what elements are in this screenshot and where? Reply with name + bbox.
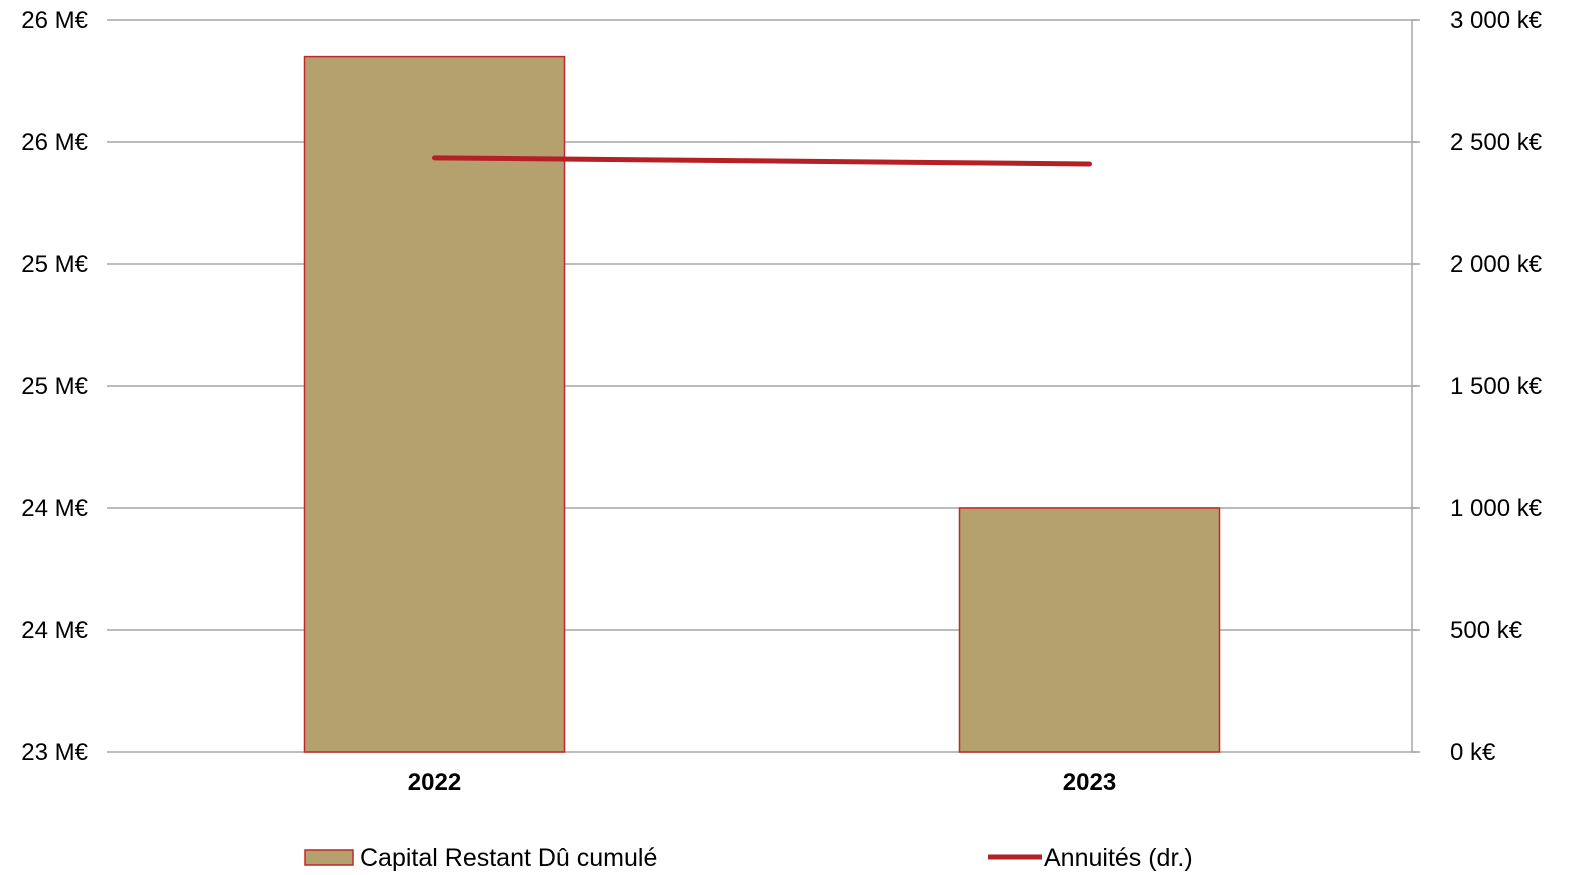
left-tick-label: 26 M€ (21, 7, 88, 34)
right-tick-label: 3 000 k€ (1450, 7, 1543, 34)
gridlines (107, 19, 1417, 753)
legend-label-bar: Capital Restant Dû cumulé (360, 844, 657, 872)
bar-series (303, 55, 1221, 753)
right-tick-label: 1 500 k€ (1450, 373, 1543, 400)
line-series (432, 155, 1092, 167)
line-annuites (432, 155, 1092, 167)
legend: Capital Restant Dû cumulé Annuités (dr.) (304, 844, 1193, 872)
left-tick-label: 25 M€ (21, 373, 88, 400)
right-tick-label: 1 000 k€ (1450, 495, 1543, 522)
bar (958, 507, 1221, 753)
right-tick-label: 500 k€ (1450, 617, 1523, 644)
left-tick-label: 26 M€ (21, 129, 88, 156)
bar (303, 55, 566, 753)
legend-swatch-bar (304, 849, 354, 866)
left-axis-ticks: 23 M€ 24 M€ 24 M€ 25 M€ 25 M€ 26 M€ 26 M€ (21, 7, 88, 766)
right-tick-label: 0 k€ (1450, 739, 1496, 766)
right-tick-label: 2 500 k€ (1450, 129, 1543, 156)
category-label: 2023 (1063, 769, 1116, 796)
category-labels: 2022 2023 (408, 769, 1116, 796)
left-tick-label: 25 M€ (21, 251, 88, 278)
left-tick-label: 24 M€ (21, 495, 88, 522)
category-label: 2022 (408, 769, 461, 796)
left-tick-label: 24 M€ (21, 617, 88, 644)
right-axis-ticks: 0 k€ 500 k€ 1 000 k€ 1 500 k€ 2 000 k€ 2 500 … (1411, 7, 1543, 766)
right-tick-label: 2 000 k€ (1450, 251, 1543, 278)
left-tick-label: 23 M€ (21, 739, 88, 766)
legend-label-line: Annuités (dr.) (1044, 844, 1193, 872)
